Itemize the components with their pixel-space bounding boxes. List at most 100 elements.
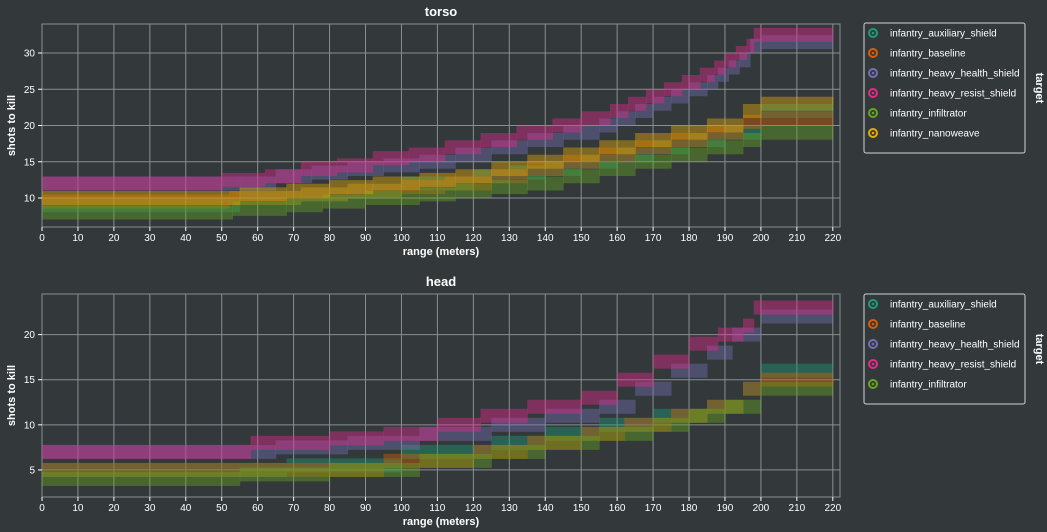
- band-cell: [653, 96, 672, 111]
- band-cell: [545, 435, 600, 450]
- x-tick-label: 0: [39, 503, 45, 514]
- band-cell: [491, 417, 546, 432]
- legend-swatch-icon: [868, 48, 878, 58]
- legend-swatch-icon: [868, 108, 878, 118]
- chart-panel-head: 0 10 20 30 40 50 60 70 80 90 100 110 120 130 140 150 160…: [6, 274, 1045, 528]
- band-cell: [527, 162, 564, 176]
- band-cell: [491, 169, 528, 184]
- x-tick-label: 30: [144, 233, 156, 244]
- legend-label: infantry_heavy_resist_shield: [890, 89, 1016, 100]
- band-cell: [42, 194, 230, 209]
- x-tick-label: 110: [429, 503, 445, 514]
- band-cell: [599, 399, 636, 414]
- series-infantry_heavy_resist_shield: [42, 27, 834, 191]
- legend-swatch-dot: [871, 342, 875, 346]
- legend-swatch-dot: [871, 91, 875, 95]
- band-cell: [635, 381, 672, 396]
- x-tick-label: 10: [72, 233, 84, 244]
- legend-swatch-icon: [868, 299, 878, 309]
- band-cell: [444, 176, 492, 191]
- band-cell: [491, 435, 546, 450]
- band-cell: [728, 60, 740, 75]
- x-tick-label: 130: [501, 233, 518, 244]
- band-cell: [689, 408, 726, 423]
- band-cell: [689, 82, 708, 97]
- x-tick-label: 80: [324, 503, 336, 514]
- x-tick-label: 100: [393, 503, 410, 514]
- band-cell: [707, 125, 744, 140]
- band-cell: [599, 147, 636, 162]
- band-cell: [228, 191, 302, 205]
- x-tick-label: 120: [465, 233, 482, 244]
- band-cell: [419, 453, 492, 468]
- band-cell: [724, 53, 737, 68]
- legend-swatch-icon: [868, 28, 878, 38]
- band-cell: [742, 114, 762, 129]
- x-tick-label: 10: [72, 503, 84, 514]
- band-cell: [545, 162, 582, 176]
- legend-label: infantry_heavy_health_shield: [890, 69, 1020, 80]
- x-tick-label: 70: [288, 233, 300, 244]
- band-cell: [671, 89, 690, 104]
- band-cell: [563, 125, 600, 140]
- x-tick-label: 210: [789, 503, 806, 514]
- legend-box: [863, 293, 1026, 405]
- band-cell: [383, 453, 474, 468]
- legend-swatch-dot: [871, 111, 875, 115]
- legend-label: infantry_heavy_health_shield: [890, 340, 1020, 351]
- y-axis-title: shots to kill: [6, 95, 18, 156]
- series-infantry_baseline: [42, 111, 834, 209]
- band-cell: [322, 194, 367, 209]
- band-cell: [329, 431, 384, 446]
- band-cell: [609, 104, 629, 118]
- band-cell: [742, 133, 762, 147]
- band-cell: [473, 444, 528, 459]
- band-cell: [653, 354, 690, 369]
- x-tick-label: 20: [108, 503, 120, 514]
- band-cell: [760, 372, 834, 387]
- band-cell: [617, 372, 654, 387]
- legend-swatch-dot: [871, 302, 875, 306]
- band-cell: [746, 38, 755, 53]
- band-cell: [42, 176, 223, 191]
- band-cell: [653, 417, 690, 432]
- series-infantry_heavy_health_shield: [42, 35, 834, 191]
- chart-title: head: [426, 274, 456, 289]
- x-tick-label: 200: [753, 233, 770, 244]
- band-cell: [516, 125, 553, 140]
- x-tick-label: 130: [501, 503, 518, 514]
- legend-swatch-dot: [871, 71, 875, 75]
- band-cell: [491, 444, 546, 459]
- band-cell: [742, 381, 762, 396]
- band-cell: [372, 176, 420, 191]
- band-cell: [455, 183, 492, 198]
- band-cell: [760, 96, 834, 111]
- legend-title: target: [1033, 73, 1045, 104]
- x-tick-label: 30: [144, 503, 156, 514]
- band-cell: [239, 176, 277, 191]
- band-cell: [527, 399, 582, 414]
- band-cell: [300, 187, 349, 202]
- band-cell: [707, 118, 744, 133]
- x-tick-label: 220: [824, 233, 841, 244]
- band-cell: [624, 417, 672, 432]
- x-tick-label: 140: [537, 503, 554, 514]
- series-infantry_heavy_health_shield: [42, 309, 834, 459]
- x-tick-label: 60: [252, 233, 264, 244]
- legend-swatch-dot: [871, 131, 875, 135]
- legend-swatch-icon: [868, 88, 878, 98]
- series-infantry_nanoweave: [42, 96, 834, 205]
- legend-label: infantry_nanoweave: [890, 129, 980, 140]
- band-cell: [401, 180, 446, 195]
- band-cell: [300, 187, 349, 202]
- band-cell: [408, 147, 446, 162]
- band-cell: [329, 180, 374, 195]
- band-cell: [293, 462, 384, 477]
- band-cell: [401, 176, 474, 191]
- band-cell: [509, 165, 546, 180]
- legend-swatch-icon: [868, 128, 878, 138]
- x-tick-label: 80: [324, 233, 336, 244]
- band-cell: [717, 327, 744, 342]
- band-cell: [653, 140, 690, 155]
- chart-title: torso: [425, 4, 458, 19]
